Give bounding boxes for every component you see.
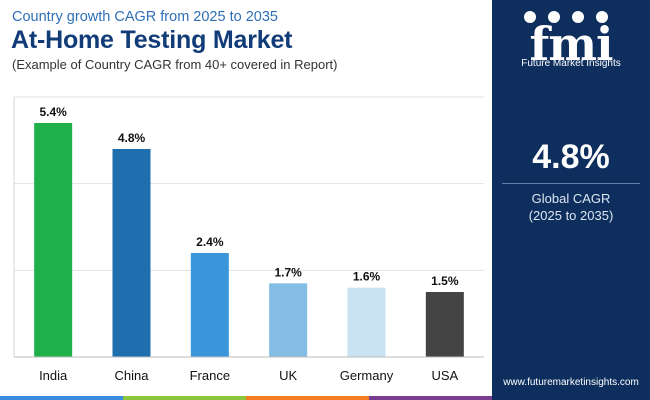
website-link[interactable]: www.futuremarketinsights.com bbox=[503, 377, 639, 388]
bar-usa bbox=[425, 292, 464, 357]
x-tick-label-uk: UK bbox=[279, 368, 297, 383]
data-label-usa: 1.5% bbox=[431, 274, 459, 288]
chart-subtitle: Country growth CAGR from 2025 to 2035 bbox=[12, 9, 278, 25]
footer-band-segment bbox=[246, 396, 369, 400]
footer-band-segment bbox=[0, 396, 123, 400]
global-cagr-value: 4.8% bbox=[532, 138, 610, 176]
logo-caption: Future Market Insights bbox=[521, 58, 621, 69]
x-tick-label-germany: Germany bbox=[340, 368, 394, 383]
footer-color-band bbox=[0, 396, 492, 400]
bar-chart: 5.4% India 4.8% China 2.4% France 1.7% UK 1.6% Ge… bbox=[13, 96, 484, 383]
logo-icon-dot bbox=[524, 11, 536, 23]
kpi-divider bbox=[502, 183, 640, 184]
global-cagr-label-line1: Global CAGR bbox=[531, 191, 611, 206]
logo-icon-dot bbox=[572, 11, 584, 23]
logo-letters: fmi bbox=[529, 17, 614, 71]
global-cagr-label: Global CAGR (2025 to 2035) bbox=[492, 190, 650, 224]
bar-france bbox=[190, 253, 229, 357]
footer-band-segment bbox=[123, 396, 246, 400]
logo-icon-dot bbox=[548, 11, 560, 23]
fmi-logo: fmi Future Market Insights bbox=[492, 6, 650, 72]
bar-india bbox=[34, 123, 73, 357]
data-label-france: 2.4% bbox=[196, 235, 224, 249]
x-tick-label-usa: USA bbox=[431, 368, 458, 383]
logo-icon-dot bbox=[596, 11, 608, 23]
data-label-germany: 1.6% bbox=[353, 270, 381, 284]
footer-band-segment bbox=[369, 396, 492, 400]
chart-panel: Country growth CAGR from 2025 to 2035 At… bbox=[0, 9, 492, 400]
global-cagr-label-line2: (2025 to 2035) bbox=[528, 208, 614, 223]
bar-china bbox=[112, 149, 151, 357]
data-label-india: 5.4% bbox=[39, 105, 67, 119]
data-label-uk: 1.7% bbox=[274, 265, 302, 279]
bar-germany bbox=[347, 287, 386, 357]
chart-note: (Example of Country CAGR from 40+ covere… bbox=[12, 57, 338, 72]
x-tick-label-france: France bbox=[190, 368, 230, 383]
x-tick-label-india: India bbox=[39, 368, 68, 383]
brand-panel: fmi Future Market Insights 4.8% Global C… bbox=[492, 0, 650, 400]
x-tick-label-china: China bbox=[115, 368, 150, 383]
chart-title: At-Home Testing Market bbox=[11, 26, 293, 54]
bar-uk bbox=[269, 283, 308, 357]
data-label-china: 4.8% bbox=[118, 131, 146, 145]
